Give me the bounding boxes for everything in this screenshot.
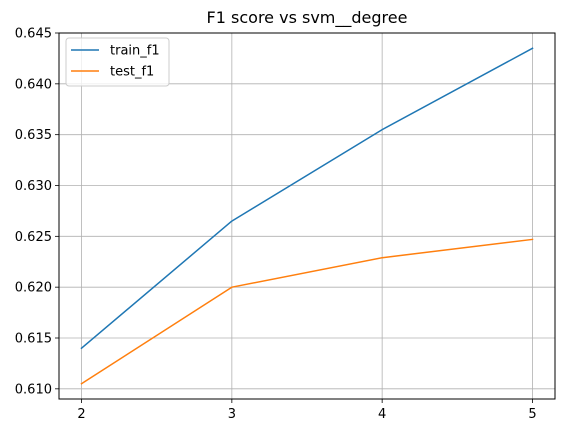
legend: train_f1 test_f1 bbox=[65, 37, 170, 87]
y-tick-label: 0.640 bbox=[15, 77, 52, 92]
x-tick-label: 4 bbox=[378, 407, 386, 422]
x-tick-label: 2 bbox=[77, 407, 85, 422]
y-tick-label: 0.645 bbox=[15, 27, 52, 42]
grid-lines bbox=[59, 32, 555, 399]
legend-label-train_f1: train_f1 bbox=[110, 44, 160, 59]
y-tick-label: 0.625 bbox=[15, 230, 52, 245]
y-tick-label: 0.615 bbox=[15, 332, 52, 347]
y-tick-label: 0.630 bbox=[15, 179, 52, 194]
x-tick-label: 5 bbox=[528, 407, 536, 422]
y-tick-label: 0.610 bbox=[15, 382, 52, 397]
y-tick-label: 0.635 bbox=[15, 128, 52, 143]
series-lines bbox=[80, 47, 534, 385]
plot-frame bbox=[58, 32, 556, 400]
series-line-train_f1 bbox=[80, 47, 534, 350]
chart-title: F1 score vs svm__degree bbox=[207, 8, 408, 28]
series-line-test_f1 bbox=[80, 238, 534, 385]
y-tick-label: 0.620 bbox=[15, 281, 52, 296]
x-tick-label: 3 bbox=[228, 407, 236, 422]
legend-label-test_f1: test_f1 bbox=[110, 65, 154, 80]
axis-ticks: 2 3 4 5 0.610 0.615 0.620 0.625 0.630 0.635 0.640 0… bbox=[15, 27, 537, 423]
